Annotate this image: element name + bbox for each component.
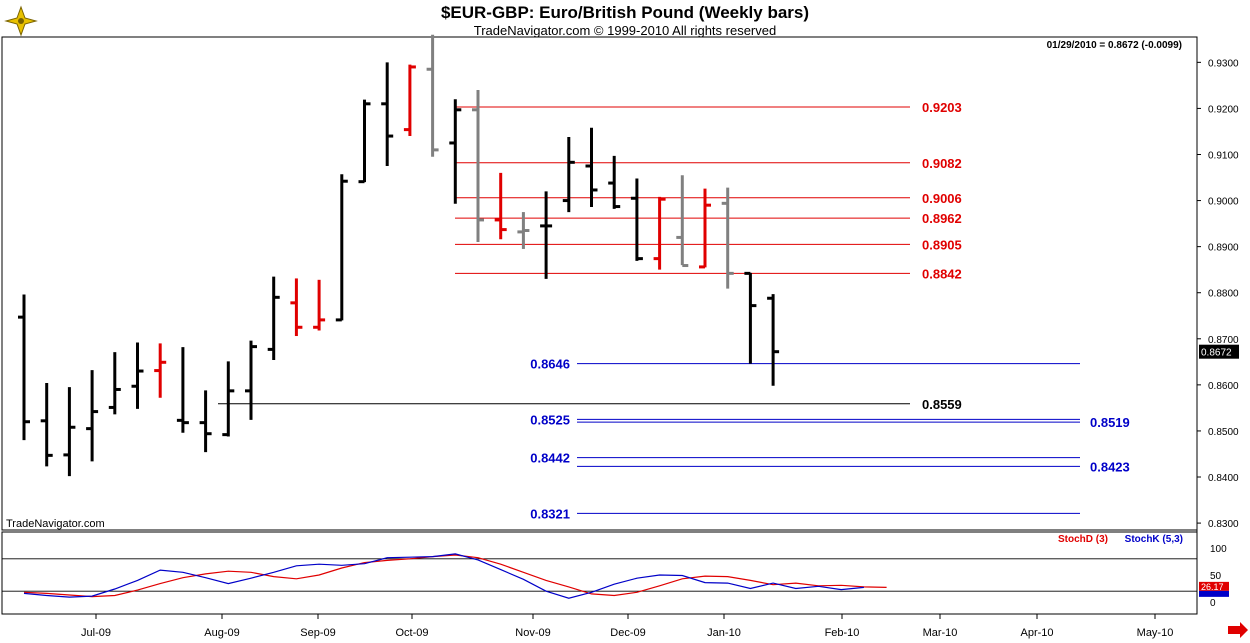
price-tick-label: 0.9000 xyxy=(1208,197,1239,208)
time-tick-label: Apr-10 xyxy=(1020,627,1053,639)
time-tick-label: Mar-10 xyxy=(923,627,958,639)
stochastic-panel-frame xyxy=(1,531,1198,615)
level-label-0.8519: 0.8519 xyxy=(1090,415,1130,430)
time-tick-label: Dec-09 xyxy=(610,627,645,639)
price-tick-label: 0.8900 xyxy=(1208,243,1239,254)
stoch-tick-label: 100 xyxy=(1210,544,1227,555)
level-label-0.8442: 0.8442 xyxy=(530,451,570,466)
price-panel-frame xyxy=(1,36,1198,531)
annotations: 01/29/2010 = 0.8672 (-0.0099) TradeNaviga… xyxy=(6,40,1182,530)
level-label-0.9006: 0.9006 xyxy=(922,191,962,206)
level-label-0.9203: 0.9203 xyxy=(922,100,962,115)
stoch-tick-label: 50 xyxy=(1210,571,1222,582)
price-tick-label: 0.8500 xyxy=(1208,427,1239,438)
watermark-text: TradeNavigator.com xyxy=(6,518,105,530)
level-label-0.9082: 0.9082 xyxy=(922,156,962,171)
scroll-right-arrow-icon xyxy=(1228,622,1248,638)
level-label-0.8646: 0.8646 xyxy=(530,357,570,372)
chart-title: $EUR-GBP: Euro/British Pound (Weekly bar… xyxy=(440,3,810,22)
time-axis: Jul-09 Aug-09 Sep-09 Oct-09 Nov-09 Dec-09 Jan-… xyxy=(81,614,1248,639)
level-label-0.8423: 0.8423 xyxy=(1090,459,1130,474)
chart-subtitle: TradeNavigator.com © 1999-2010 All right… xyxy=(473,23,777,38)
price-tick-label: 0.8600 xyxy=(1208,381,1239,392)
time-tick-label: Sep-09 xyxy=(300,627,335,639)
last-price-box xyxy=(1199,344,1239,359)
time-tick-label: Feb-10 xyxy=(825,627,860,639)
level-label-0.8525: 0.8525 xyxy=(530,412,570,427)
stoch-series-k xyxy=(23,553,864,599)
stoch-last-box-d xyxy=(1199,581,1229,591)
stoch-legend-d: StochD (3) xyxy=(1058,534,1108,545)
last-quote-readout: 01/29/2010 = 0.8672 (-0.0099) xyxy=(1047,40,1182,51)
price-axis: 0.9300 0.9200 0.9100 0.9000 0.8900 0.8800 0.87… xyxy=(1197,58,1239,530)
level-label-0.8559: 0.8559 xyxy=(922,397,962,412)
time-tick-label: May-10 xyxy=(1137,627,1174,639)
stoch-last-label: 26.17 xyxy=(1201,582,1224,592)
stoch-last-box-k xyxy=(1199,590,1229,597)
stoch-series-d xyxy=(23,554,887,598)
time-tick-label: Jan-10 xyxy=(707,627,741,639)
time-tick-label: Nov-09 xyxy=(515,627,550,639)
price-tick-label: 0.8700 xyxy=(1208,335,1239,346)
level-label-0.8842: 0.8842 xyxy=(922,266,962,281)
stochastic-panel: 100 50 0 StochD (3) StochK (5,3) 26.17 xyxy=(2,534,1229,609)
time-tick-label: Aug-09 xyxy=(204,627,239,639)
price-tick-label: 0.9200 xyxy=(1208,104,1239,115)
level-label-0.8962: 0.8962 xyxy=(922,211,962,226)
price-tick-label: 0.8400 xyxy=(1208,473,1239,484)
tradenavigator-logo-icon xyxy=(4,4,38,38)
stoch-legend-k: StochK (5,3) xyxy=(1125,534,1183,545)
price-bars xyxy=(18,34,780,477)
last-price-label: 0.8672 xyxy=(1201,348,1232,359)
level-label-0.8321: 0.8321 xyxy=(530,506,570,521)
price-tick-label: 0.9100 xyxy=(1208,150,1239,161)
price-levels: 0.9203 0.9082 0.9006 0.8962 0.8905 0.8842 0.86… xyxy=(218,100,1130,521)
stoch-tick-label: 0 xyxy=(1210,598,1216,609)
level-label-0.8905: 0.8905 xyxy=(922,237,962,252)
price-tick-label: 0.9300 xyxy=(1208,58,1239,69)
time-tick-label: Oct-09 xyxy=(395,627,428,639)
chart-frames xyxy=(1,36,1198,615)
time-tick-label: Jul-09 xyxy=(81,627,111,639)
price-tick-label: 0.8300 xyxy=(1208,519,1239,530)
price-tick-label: 0.8800 xyxy=(1208,289,1239,300)
